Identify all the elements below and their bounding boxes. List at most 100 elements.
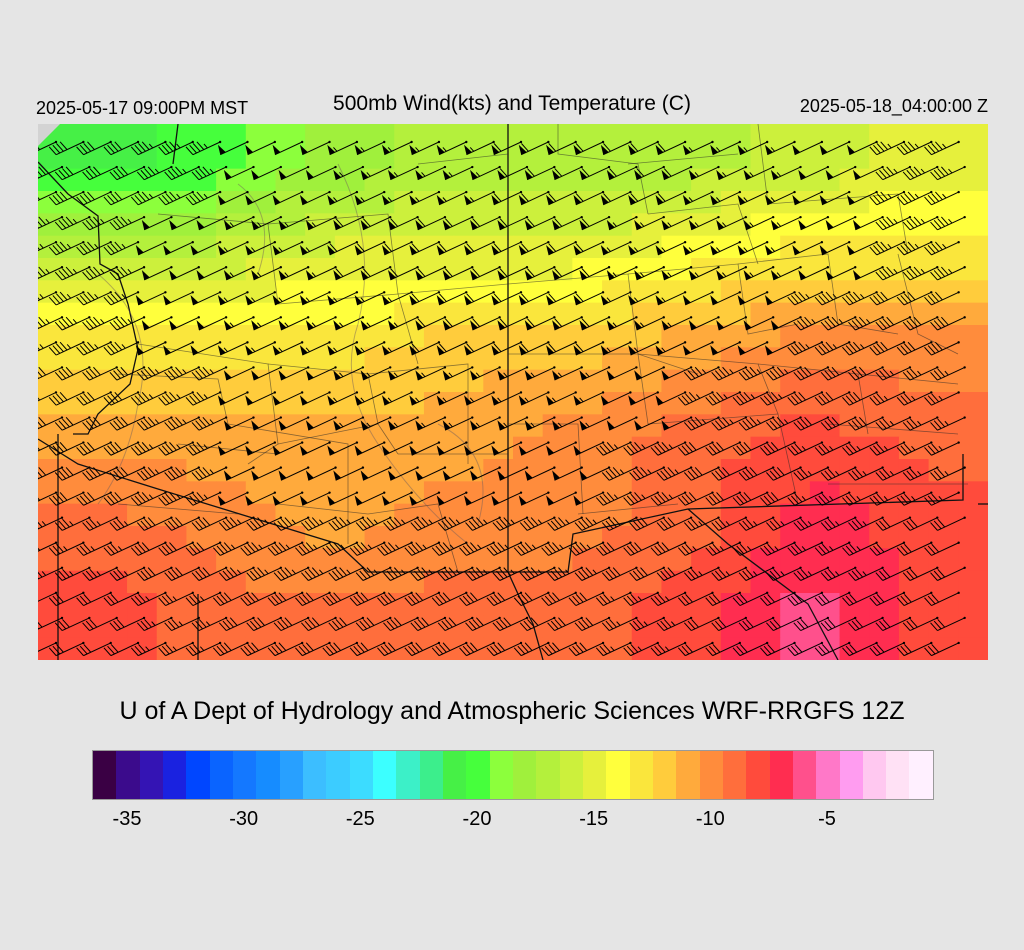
wind-barb-icon: [299, 341, 331, 356]
temperature-cell: [305, 503, 336, 527]
wind-barb-icon: [518, 240, 550, 256]
temperature-cell: [720, 124, 751, 147]
temperature-cell: [245, 637, 276, 660]
temperature-cell: [186, 548, 217, 572]
temperature-cell: [958, 637, 988, 660]
wind-barb-icon: [650, 491, 687, 506]
temperature-cell: [809, 258, 841, 281]
wind-barb-icon: [301, 566, 337, 581]
temperature-cell: [720, 280, 751, 304]
wind-barb-icon: [103, 641, 140, 657]
colorbar-swatch: [186, 751, 210, 799]
wind-barb-icon: [541, 591, 577, 606]
temperature-cell: [661, 235, 692, 259]
wind-barb-icon: [661, 165, 693, 181]
temperature-cell: [839, 637, 870, 660]
wind-barb-icon: [497, 366, 529, 381]
colorbar-tick-label: -15: [579, 808, 609, 830]
temperature-cell: [602, 235, 633, 259]
temperature-cell: [720, 570, 751, 594]
temperature-cell: [186, 124, 217, 147]
colorbar-swatch: [139, 751, 163, 799]
wind-barb-icon: [732, 541, 769, 556]
wind-barb-icon: [278, 215, 310, 231]
temperature-cell: [513, 570, 544, 594]
temperature-cell: [186, 481, 217, 505]
wind-barb-icon: [470, 416, 501, 431]
wind-barb-icon: [798, 215, 830, 231]
temperature-cell: [869, 258, 900, 281]
wind-barb-icon: [552, 215, 583, 231]
temperature-cell: [334, 258, 366, 281]
temperature-cell: [661, 459, 692, 482]
wind-barb-icon: [600, 291, 632, 306]
wind-barb-icon: [595, 541, 632, 556]
temperature-cell: [542, 526, 573, 549]
wind-barb-icon: [436, 240, 468, 256]
wind-barb-icon: [240, 591, 277, 606]
temperature-cell: [928, 436, 959, 460]
wind-barb-icon: [683, 466, 720, 481]
wind-barb-icon: [486, 641, 523, 657]
wind-barb-icon: [930, 466, 966, 481]
wind-barb-icon: [245, 341, 277, 356]
wind-barb-icon: [301, 616, 337, 632]
temperature-cell: [364, 258, 395, 281]
wind-barb-icon: [240, 641, 277, 657]
wind-barb-icon: [737, 341, 769, 356]
wind-barb-icon: [705, 491, 742, 506]
wind-barb-icon: [360, 316, 392, 331]
wind-barb-icon: [766, 616, 802, 632]
temperature-cell: [602, 168, 633, 192]
wind-barb-icon: [628, 391, 659, 406]
wind-barb-icon: [924, 441, 960, 456]
temperature-cell: [67, 325, 98, 348]
wind-barb-icon: [655, 391, 687, 406]
colorbar-swatch: [582, 751, 607, 799]
wind-barb-icon: [163, 291, 194, 306]
wind-barb-icon: [333, 165, 365, 181]
temperature-cell: [572, 302, 603, 326]
wind-barb-icon: [354, 341, 386, 356]
temperature-cell: [156, 637, 187, 660]
temperature-cell: [602, 124, 633, 147]
wind-barb-icon: [852, 215, 884, 231]
temperature-cell: [631, 191, 662, 214]
temperature-cell: [572, 459, 603, 482]
wind-barb-icon: [169, 266, 200, 281]
wind-barb-icon: [103, 240, 140, 256]
wind-barb-icon: [223, 316, 255, 331]
wind-barb-icon: [688, 165, 720, 181]
temperature-cell: [513, 615, 544, 639]
wind-barb-icon: [682, 240, 714, 256]
wind-barb-icon: [518, 190, 550, 206]
temperature-cell: [245, 436, 276, 460]
temperature-cell: [186, 325, 217, 348]
wind-barb-icon: [738, 366, 775, 381]
temperature-cell: [780, 637, 811, 660]
wind-barb-icon: [814, 441, 851, 456]
temperature-cell: [720, 503, 751, 527]
wind-barb-icon: [272, 291, 304, 306]
temperature-cell: [156, 302, 187, 326]
wind-barb-icon: [902, 316, 939, 331]
wind-barb-icon: [103, 341, 140, 356]
wind-barb-icon: [103, 491, 140, 506]
wind-barb-icon: [710, 240, 742, 256]
wind-barb-icon: [814, 641, 851, 657]
temperature-cell: [809, 481, 841, 505]
wind-barb-icon: [573, 240, 605, 256]
wind-barb-icon: [431, 541, 468, 556]
wind-barb-icon: [218, 616, 255, 632]
colorbar-swatch: [93, 751, 117, 799]
temperature-cell: [572, 369, 603, 393]
wind-barb-icon: [223, 165, 255, 181]
temperature-cell: [958, 325, 988, 348]
wind-barb-icon: [677, 591, 714, 606]
temperature-cell: [483, 526, 514, 549]
wind-barb-icon: [846, 140, 878, 156]
wind-barb-icon: [902, 366, 939, 381]
temperature-cell: [602, 570, 633, 594]
wind-barb-icon: [552, 416, 583, 431]
wind-barb-icon: [848, 416, 884, 431]
